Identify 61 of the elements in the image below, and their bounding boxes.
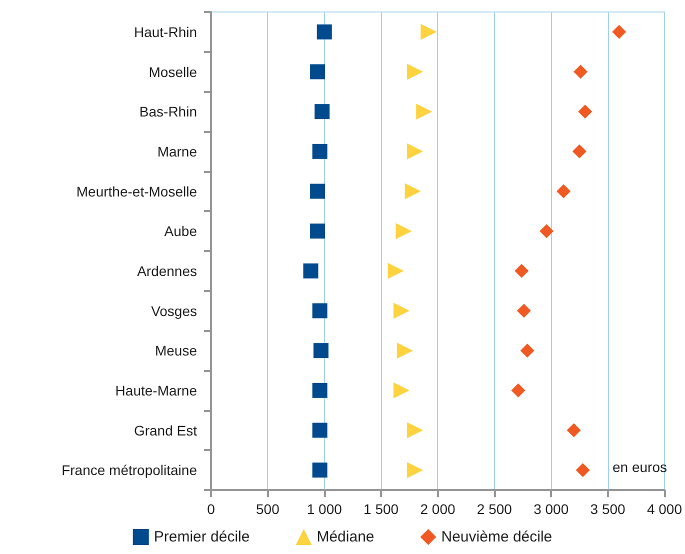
x-tick-label: 3 500 [590, 501, 626, 517]
y-tick-label: Vosges [151, 302, 197, 319]
legend-label: Premier décile [154, 528, 250, 546]
y-tick-label: Ardennes [137, 262, 197, 279]
x-tick-label: 1 500 [364, 501, 399, 517]
point [303, 263, 318, 278]
point [556, 184, 571, 198]
point [540, 224, 554, 238]
x-tick-label: 2 000 [420, 501, 456, 517]
point [393, 382, 410, 398]
point [407, 422, 424, 438]
point [312, 382, 328, 398]
point [578, 104, 592, 119]
y-tick-label: Aube [164, 223, 198, 240]
point [516, 304, 531, 318]
y-tick-label: Haut-Rhin [134, 24, 197, 40]
x-tick-label: 0 [207, 501, 216, 517]
point [416, 104, 432, 120]
x-tick-label: 4 000 [646, 501, 682, 517]
point [310, 64, 326, 80]
x-tick-label: 2 500 [476, 501, 512, 517]
point [407, 64, 424, 80]
point [312, 144, 328, 159]
point [404, 183, 421, 200]
point [574, 64, 588, 79]
point [312, 422, 328, 438]
point [314, 104, 330, 120]
point [612, 24, 626, 39]
point [396, 223, 412, 240]
point [511, 383, 526, 398]
y-tick-label: Grand Est [134, 422, 198, 438]
point [393, 302, 410, 319]
point [312, 462, 328, 478]
legend-label: Neuvième décile [441, 528, 552, 546]
x-tick-label: 1 000 [306, 501, 342, 517]
point [407, 143, 424, 160]
point [514, 264, 529, 278]
x-tick-label: 500 [256, 501, 280, 517]
point [388, 262, 404, 279]
y-tick-label: Haute-Marne [115, 382, 198, 398]
y-tick-label: Meuse [154, 342, 198, 359]
y-tick-label: Meurthe-et-Moselle [76, 183, 198, 200]
point [310, 224, 326, 239]
y-tick-label: France métropolitaine [62, 462, 198, 478]
annotation: en euros [612, 459, 667, 475]
point [566, 423, 581, 438]
point [520, 344, 534, 358]
y-tick-label: Moselle [148, 64, 198, 80]
point [312, 303, 328, 318]
point [420, 24, 437, 40]
y-tick-label: Bas-Rhin [139, 104, 197, 120]
y-tick-label: Marne [157, 143, 198, 160]
point [310, 184, 326, 199]
point [407, 462, 424, 478]
point [396, 342, 413, 359]
x-tick-label: 3 000 [534, 501, 569, 517]
point [316, 24, 332, 40]
point [313, 343, 328, 358]
point [572, 144, 586, 158]
point [576, 463, 590, 478]
legend-label: Médiane [316, 528, 374, 546]
